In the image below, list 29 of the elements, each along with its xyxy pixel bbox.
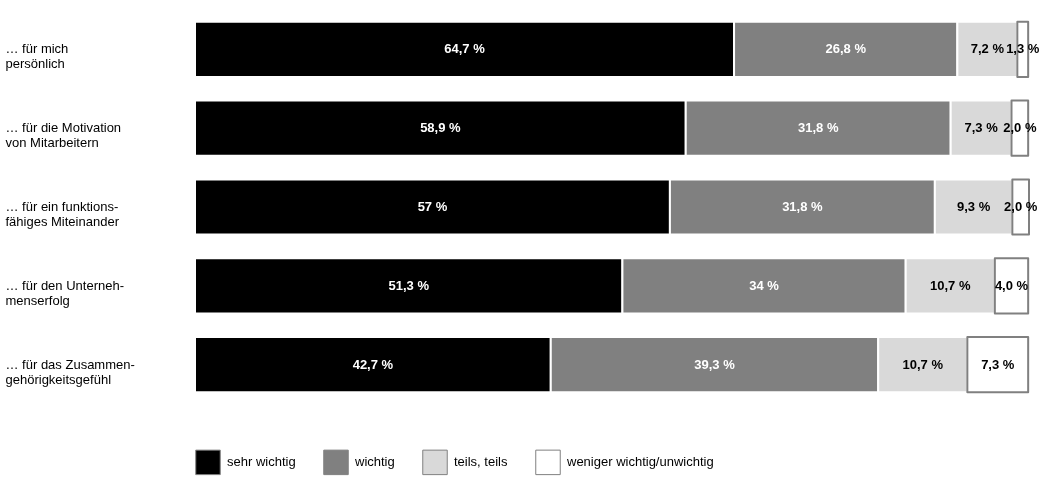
data-label: 31,8 % [782, 199, 824, 214]
data-label: 64,7 % [444, 41, 486, 57]
data-label: 31,8 % [797, 120, 839, 136]
data-label: 58,9 % [420, 120, 462, 136]
data-label: 2,0 % [1003, 120, 1037, 136]
legend-label: teils, teils [454, 454, 508, 470]
y-tick-label: … für das Zusammen- gehörigkeitsgefühl [5, 356, 135, 387]
data-label: 10,7 % [902, 356, 944, 372]
data-label: 2,0 % [1004, 199, 1038, 214]
data-label: 34 % [749, 277, 780, 293]
y-tick-label: … für den Unterneh- menserfolg [5, 277, 125, 308]
y-tick-label: … für mich persönlich [5, 41, 69, 72]
data-label: 26,8 % [825, 41, 867, 57]
legend-label: sehr wichtig [227, 454, 296, 470]
data-label: 10,7 % [930, 277, 971, 293]
data-label: 9,3 % [956, 199, 991, 214]
data-label: 57 % [417, 199, 448, 214]
y-tick-label: … für ein funktions- fähiges Miteinander [5, 199, 120, 229]
y-tick-label: … für die Motivation von Mitarbeitern [5, 120, 122, 151]
data-label: 51,3 % [388, 277, 430, 293]
legend-label: weniger wichtig/unwichtig [566, 454, 714, 470]
data-label: 7,2 % [970, 41, 1005, 57]
data-label: 7,3 % [964, 120, 999, 136]
legend-label: wichtig [354, 454, 395, 470]
data-label: 7,3 % [981, 356, 1015, 372]
data-label: 1,3 % [1006, 41, 1040, 57]
data-label: 42,7 % [352, 356, 394, 372]
data-label: 4,0 % [994, 277, 1029, 293]
data-label: 39,3 % [694, 356, 736, 372]
